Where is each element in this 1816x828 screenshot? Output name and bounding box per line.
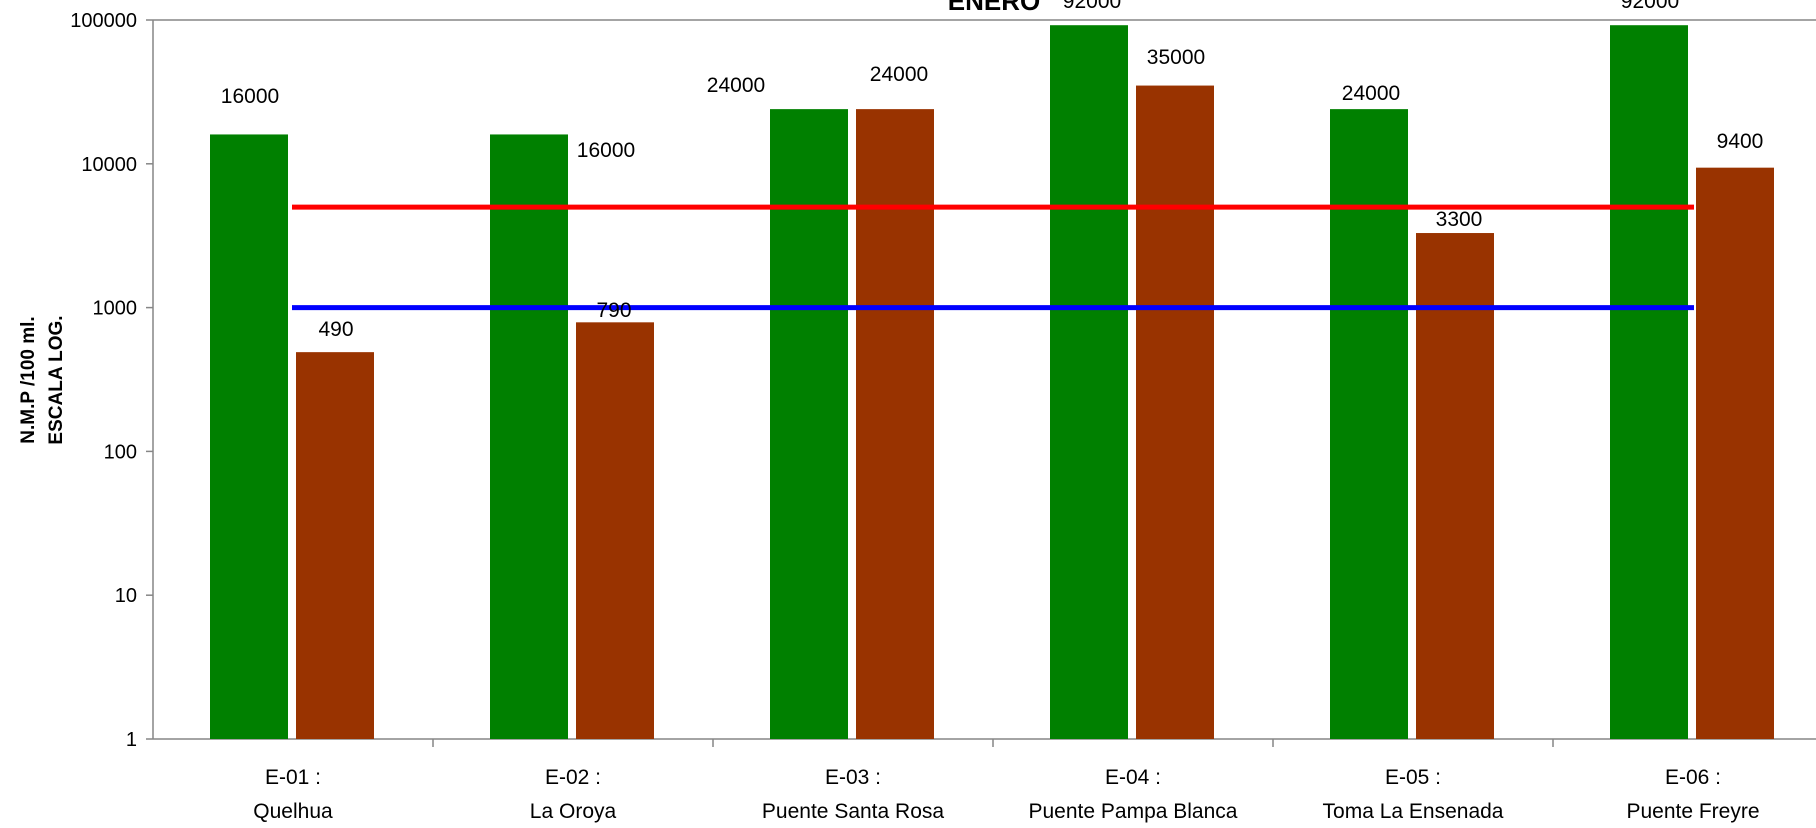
bar [1610, 25, 1688, 739]
bar [1696, 167, 1774, 740]
bar [576, 322, 654, 739]
bar [1050, 25, 1128, 739]
data-label: 92000 [1621, 0, 1679, 13]
data-label: 35000 [1147, 46, 1205, 69]
bar [770, 109, 848, 740]
plot-area: 1 10 100 1000 10000 100000 E-01 : Quelhua E-02 :… [70, 0, 1816, 823]
x-category-label: E-01 : [265, 766, 321, 789]
y-tick-label: 10 [115, 585, 137, 607]
data-label: 790 [596, 299, 631, 322]
bar [296, 352, 374, 739]
y-tick-label: 1 [126, 729, 137, 751]
y-tick-label: 10000 [81, 154, 137, 176]
x-category-label: E-04 : [1105, 766, 1161, 789]
x-category-label: E-03 : [825, 766, 881, 789]
data-label: 16000 [221, 85, 279, 108]
x-category-label: Toma La Ensenada [1323, 800, 1504, 823]
data-label: 490 [318, 318, 353, 341]
x-category-label: E-02 : [545, 766, 601, 789]
x-category-label: Quelhua [253, 800, 333, 823]
data-label: 92000 [1063, 0, 1121, 13]
x-category-label: E-06 : [1665, 766, 1721, 789]
bar [210, 134, 288, 740]
x-category-label: La Oroya [530, 800, 617, 823]
y-axis-label: N.M.P /100 ml. ESCALA LOG. [18, 315, 67, 444]
data-label: 3300 [1436, 208, 1483, 231]
bar [490, 134, 568, 740]
data-label: 9400 [1717, 130, 1764, 153]
bar [1416, 233, 1494, 739]
bar [1136, 85, 1214, 740]
data-label: 24000 [707, 74, 765, 97]
y-tick-label: 100 [104, 441, 137, 463]
bar [1330, 109, 1408, 740]
y-axis-label-line-2: ESCALA LOG. [46, 315, 67, 444]
data-label: 24000 [1342, 82, 1400, 105]
x-category-label: Puente Santa Rosa [762, 800, 944, 823]
x-category-label: Puente Pampa Blanca [1029, 800, 1238, 823]
y-axis-label-line-1: N.M.P /100 ml. [18, 316, 39, 443]
y-tick-label: 1000 [93, 298, 138, 320]
x-category-label: Puente Freyre [1626, 800, 1759, 823]
chart-title: ENERO [948, 0, 1040, 16]
y-tick-label: 100000 [70, 10, 137, 32]
data-label: 16000 [577, 139, 635, 162]
data-label: 24000 [870, 63, 928, 86]
x-category-label: E-05 : [1385, 766, 1441, 789]
bar [856, 109, 934, 740]
